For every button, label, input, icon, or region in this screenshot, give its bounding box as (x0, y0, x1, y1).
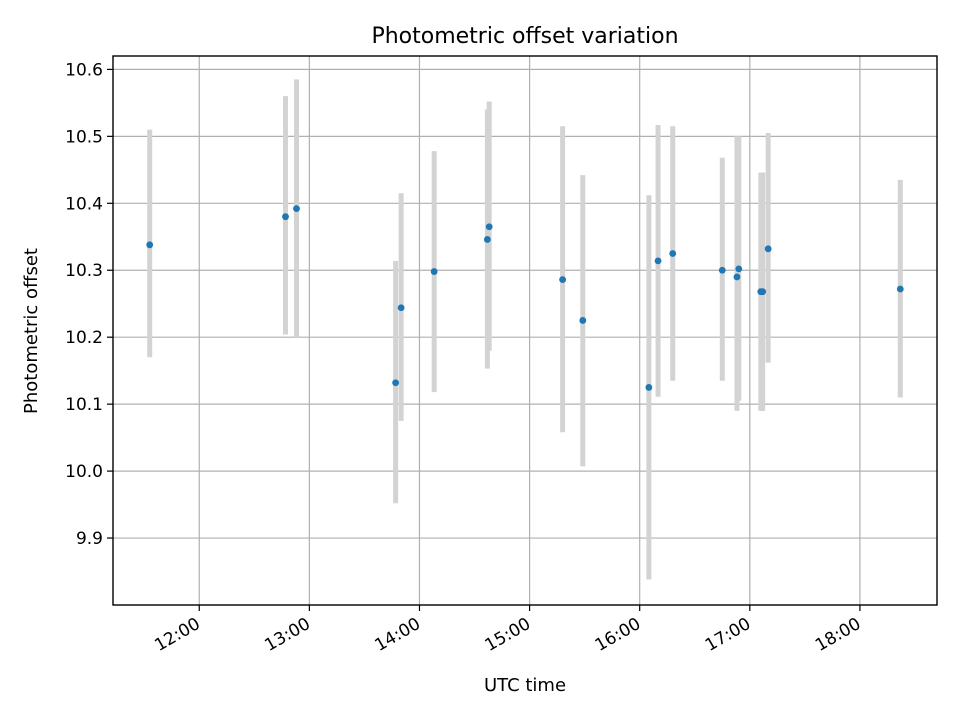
data-point (293, 205, 300, 213)
data-point (645, 384, 653, 391)
data-point (282, 213, 289, 221)
data-point (654, 257, 662, 265)
y-tick-label: 10.1 (65, 395, 103, 415)
data-point (718, 266, 726, 274)
data-point (483, 236, 491, 243)
y-axis-label: Photometric offset (21, 248, 42, 414)
y-tick-label: 10.0 (65, 462, 103, 482)
y-tick-label: 10.3 (65, 261, 103, 281)
chart-title: Photometric offset variation (371, 24, 678, 49)
y-axis-ticks: 9.9 10.0 10.1 10.2 10.3 10.4 10.5 10.6 (65, 60, 113, 549)
y-tick-label: 10.5 (65, 127, 103, 147)
x-axis-label: UTC time (484, 675, 566, 696)
data-point (764, 245, 772, 253)
data-point (392, 379, 400, 387)
y-tick-label: 10.2 (65, 328, 103, 348)
data-point (485, 223, 493, 231)
data-point (896, 285, 904, 293)
data-point (579, 317, 587, 324)
y-tick-label: 10.6 (65, 60, 103, 80)
data-point (733, 273, 741, 281)
data-point (146, 241, 154, 249)
data-point (759, 288, 767, 296)
data-point (559, 276, 567, 284)
data-points (146, 205, 904, 391)
plot-frame (112, 55, 938, 606)
y-tick-label: 10.4 (65, 194, 103, 214)
data-point (669, 250, 677, 257)
grid (113, 56, 937, 605)
data-point (397, 304, 405, 312)
data-point (430, 268, 438, 275)
y-tick-label: 9.9 (76, 529, 103, 549)
data-point (735, 265, 743, 273)
